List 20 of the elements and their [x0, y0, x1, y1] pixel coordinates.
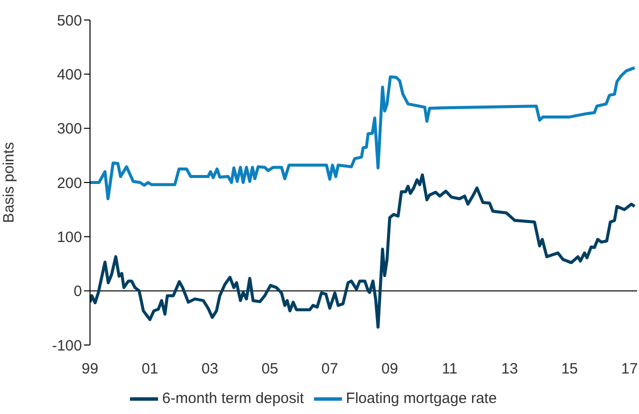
x-tick-label: 15	[561, 360, 578, 378]
legend-label: Floating mortgage rate	[346, 390, 497, 407]
y-tick-label: 500	[56, 12, 82, 30]
x-tick-label: 11	[442, 360, 458, 378]
x-tick-label: 05	[261, 360, 278, 378]
y-axis-title: Basis points	[0, 142, 18, 223]
y-tick-label: 200	[56, 174, 82, 192]
x-tick-label: 17	[621, 360, 638, 378]
y-tick-label: 300	[56, 120, 82, 138]
x-tick-label: 07	[321, 360, 338, 378]
x-tick-label: 09	[381, 360, 398, 378]
y-tick-label: 100	[56, 228, 82, 246]
y-tick-label: 400	[56, 66, 82, 84]
x-tick-label: 99	[82, 360, 98, 378]
x-tick-label: 03	[202, 360, 218, 378]
x-tick-label: 01	[142, 360, 158, 378]
y-tick-label: 0	[74, 283, 82, 300]
x-tick-label: 13	[501, 360, 518, 378]
legend-label: 6-month term deposit	[162, 390, 304, 407]
y-tick-label: -100	[52, 337, 82, 354]
